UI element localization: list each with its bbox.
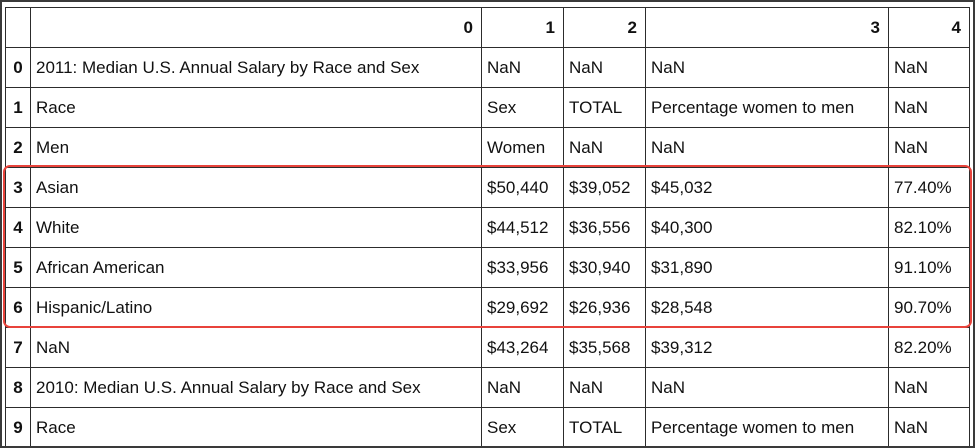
table-cell: 90.70% xyxy=(888,287,970,328)
table-cell: Race xyxy=(30,407,482,446)
table-cell: Percentage women to men xyxy=(645,87,889,128)
table-cell: Men xyxy=(30,127,482,168)
table-cell: $50,440 xyxy=(481,167,564,208)
table-cell: NaN xyxy=(888,47,970,88)
table-row: 5 African American $33,956 $30,940 $31,890 91… xyxy=(5,247,970,288)
table-cell: $45,032 xyxy=(645,167,889,208)
column-header-3: 3 xyxy=(645,7,889,48)
table-cell: NaN xyxy=(888,127,970,168)
row-index: 3 xyxy=(5,167,31,208)
table-cell: NaN xyxy=(481,367,564,408)
table-cell: $36,556 xyxy=(563,207,646,248)
table-cell: NaN xyxy=(563,367,646,408)
table-body: 0 2011: Median U.S. Annual Salary by Race… xyxy=(5,47,970,446)
table-cell: Sex xyxy=(481,407,564,446)
table-row: 4 White $44,512 $36,556 $40,300 82.10% xyxy=(5,207,970,248)
index-header xyxy=(5,7,31,48)
column-header-1: 1 xyxy=(481,7,564,48)
table-row: 6 Hispanic/Latino $29,692 $26,936 $28,548 90.… xyxy=(5,287,970,328)
table-cell: African American xyxy=(30,247,482,288)
row-index: 7 xyxy=(5,327,31,368)
table-cell: NaN xyxy=(645,47,889,88)
table-cell: TOTAL xyxy=(563,407,646,446)
column-header-2: 2 xyxy=(563,7,646,48)
table-cell: $44,512 xyxy=(481,207,564,248)
table-cell: 2010: Median U.S. Annual Salary by Race … xyxy=(30,367,482,408)
table-cell: 91.10% xyxy=(888,247,970,288)
row-index: 4 xyxy=(5,207,31,248)
table-cell: $35,568 xyxy=(563,327,646,368)
column-header-0: 0 xyxy=(30,7,482,48)
table-cell: $31,890 xyxy=(645,247,889,288)
table-cell: $26,936 xyxy=(563,287,646,328)
table-row: 8 2010: Median U.S. Annual Salary by Race… xyxy=(5,367,970,408)
table-row: 1 Race Sex TOTAL Percentage women to men NaN xyxy=(5,87,970,128)
table-cell: Percentage women to men xyxy=(645,407,889,446)
table-cell: NaN xyxy=(888,87,970,128)
table-cell: 82.10% xyxy=(888,207,970,248)
table-cell: $30,940 xyxy=(563,247,646,288)
table-row: 0 2011: Median U.S. Annual Salary by Race… xyxy=(5,47,970,88)
table-cell: Race xyxy=(30,87,482,128)
table-cell: Women xyxy=(481,127,564,168)
table-header: 0 1 2 3 4 xyxy=(5,7,970,48)
table-cell: $39,312 xyxy=(645,327,889,368)
table-cell: $40,300 xyxy=(645,207,889,248)
row-index: 6 xyxy=(5,287,31,328)
table-row: 3 Asian $50,440 $39,052 $45,032 77.40% xyxy=(5,167,970,208)
row-index: 1 xyxy=(5,87,31,128)
table-cell: NaN xyxy=(563,47,646,88)
column-header-4: 4 xyxy=(888,7,970,48)
table-cell: $29,692 xyxy=(481,287,564,328)
row-index: 5 xyxy=(5,247,31,288)
dataframe-table: 0 1 2 3 4 0 2011: Median U.S. Annual Sala… xyxy=(5,7,970,446)
table-cell: NaN xyxy=(888,407,970,446)
table-cell: 82.20% xyxy=(888,327,970,368)
table-cell: $39,052 xyxy=(563,167,646,208)
table-cell: White xyxy=(30,207,482,248)
row-index: 8 xyxy=(5,367,31,408)
row-index: 0 xyxy=(5,47,31,88)
table-cell: NaN xyxy=(481,47,564,88)
row-index: 9 xyxy=(5,407,31,446)
table-cell: 2011: Median U.S. Annual Salary by Race … xyxy=(30,47,482,88)
table-cell: Hispanic/Latino xyxy=(30,287,482,328)
table-cell: Sex xyxy=(481,87,564,128)
table-row: 2 Men Women NaN NaN NaN xyxy=(5,127,970,168)
table-cell: TOTAL xyxy=(563,87,646,128)
table-cell: NaN xyxy=(30,327,482,368)
table-row: 9 Race Sex TOTAL Percentage women to men NaN xyxy=(5,407,970,446)
table-cell: 77.40% xyxy=(888,167,970,208)
table-cell: $33,956 xyxy=(481,247,564,288)
table-row: 7 NaN $43,264 $35,568 $39,312 82.20% xyxy=(5,327,970,368)
header-row: 0 1 2 3 4 xyxy=(5,7,970,48)
table-cell: NaN xyxy=(645,127,889,168)
table-cell: $43,264 xyxy=(481,327,564,368)
table-cell: NaN xyxy=(888,367,970,408)
table-cell: NaN xyxy=(645,367,889,408)
table-cell: Asian xyxy=(30,167,482,208)
row-index: 2 xyxy=(5,127,31,168)
table-cell: NaN xyxy=(563,127,646,168)
table-cell: $28,548 xyxy=(645,287,889,328)
